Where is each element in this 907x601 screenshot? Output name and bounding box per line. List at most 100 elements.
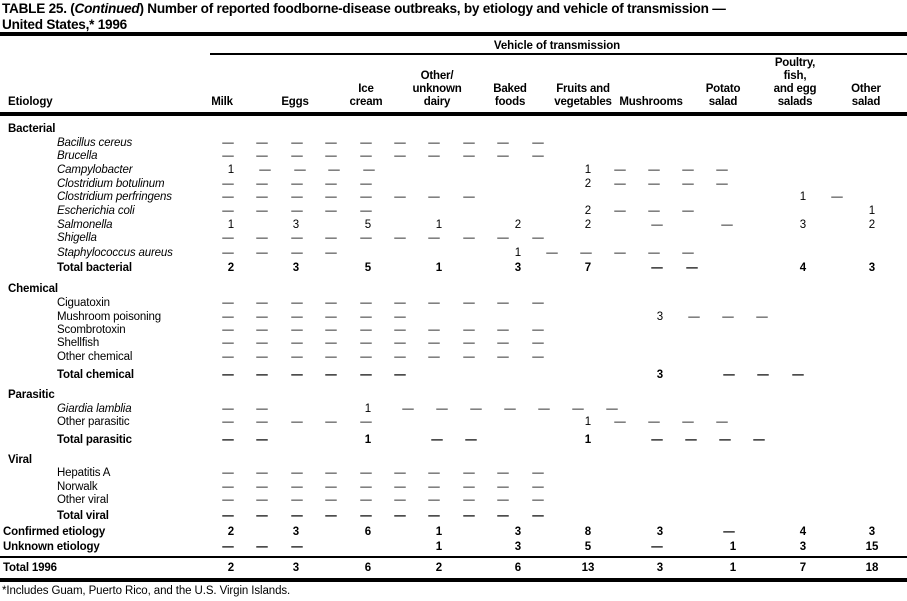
cell: — [325, 150, 337, 162]
table-row: Total chemical — — — — — — 3 — — — [0, 369, 907, 382]
table-row: Total parasitic — — 1 — — 1 — — — — [0, 434, 907, 447]
cell: — [222, 541, 234, 553]
cell: — [360, 311, 372, 323]
cell: — [497, 232, 509, 244]
cell: — [428, 481, 440, 493]
row-label: Total 1996 [3, 562, 57, 574]
column-header: Potato salad [705, 83, 741, 108]
cell: — [402, 403, 414, 415]
cell: — [256, 510, 268, 522]
cell: — [363, 164, 375, 176]
cell: — [291, 324, 303, 336]
table-row: Shigella — — — — — — — — — — [0, 232, 907, 245]
table-row: Clostridium perfringens — — — — — — — — 1 — [0, 191, 907, 204]
cell: 6 [514, 562, 522, 574]
cell: 1 [435, 262, 443, 274]
cell: — [222, 205, 234, 217]
cell: — [497, 137, 509, 149]
cell: — [291, 351, 303, 363]
cell: 1 [584, 164, 592, 176]
cell: — [682, 178, 694, 190]
cell: — [504, 403, 516, 415]
cell: — [291, 232, 303, 244]
column-header: Poultry, fish, and egg salads [773, 57, 817, 108]
cell: — [222, 137, 234, 149]
cell: — [360, 232, 372, 244]
cell: — [222, 178, 234, 190]
cell: — [360, 205, 372, 217]
cell: — [360, 351, 372, 363]
row-label: Escherichia coli [57, 205, 135, 217]
table-row: Bacterial [0, 123, 907, 136]
cell: — [497, 297, 509, 309]
table-row: Other parasitic — — — — — 1 — — — — [0, 416, 907, 429]
cell: 3 [799, 541, 807, 553]
cell: — [428, 351, 440, 363]
cell: 3 [514, 262, 522, 274]
cell: — [648, 178, 660, 190]
cell: — [532, 337, 544, 349]
table-row: Ciguatoxin — — — — — — — — — — [0, 297, 907, 310]
cell: — [532, 494, 544, 506]
cell: — [648, 416, 660, 428]
cell: — [222, 467, 234, 479]
cell: — [723, 526, 735, 538]
cell: — [757, 369, 769, 381]
row-label: Salmonella [57, 219, 113, 231]
cell: — [719, 434, 731, 446]
cell: — [328, 164, 340, 176]
cell: — [831, 191, 843, 203]
cell: 13 [581, 562, 595, 574]
cell: — [463, 481, 475, 493]
cell: 7 [799, 562, 807, 574]
cell: — [394, 481, 406, 493]
cell: — [256, 416, 268, 428]
table-row: Giardia lamblia — — 1 — — — — — — — [0, 403, 907, 416]
cell: — [394, 494, 406, 506]
table-row: Parasitic [0, 389, 907, 402]
cell: — [291, 337, 303, 349]
cell: — [325, 337, 337, 349]
cell: 2 [514, 219, 522, 231]
cell: — [497, 494, 509, 506]
cell: — [463, 494, 475, 506]
cell: — [291, 191, 303, 203]
cell: — [291, 297, 303, 309]
row-label: Other viral [57, 494, 109, 506]
cell: — [428, 150, 440, 162]
cell: — [682, 247, 694, 259]
vehicle-of-transmission-header: Vehicle of transmission [493, 40, 621, 52]
cell: — [325, 178, 337, 190]
cell: — [256, 205, 268, 217]
cell: — [394, 324, 406, 336]
cell: — [325, 232, 337, 244]
cell: 2 [584, 219, 592, 231]
footnote: *Includes Guam, Puerto Rico, and the U.S… [2, 585, 291, 597]
cell: — [222, 150, 234, 162]
cell: — [256, 337, 268, 349]
cell: — [222, 510, 234, 522]
top-rule [0, 32, 907, 36]
cell: — [532, 467, 544, 479]
column-header: Baked foods [493, 83, 527, 108]
cell: 3 [514, 526, 522, 538]
table-row: Other chemical — — — — — — — — — — [0, 351, 907, 364]
cell: 3 [656, 311, 664, 323]
cell: — [428, 191, 440, 203]
cell: — [360, 137, 372, 149]
cell: 3 [514, 541, 522, 553]
cell: — [756, 311, 768, 323]
cell: — [256, 481, 268, 493]
row-label: Other chemical [57, 351, 133, 363]
cell: 3 [656, 562, 664, 574]
cell: — [394, 369, 406, 381]
cell: — [463, 324, 475, 336]
row-label: Clostridium botulinum [57, 178, 165, 190]
cell: — [532, 510, 544, 522]
cell: — [360, 481, 372, 493]
row-label: Scombrotoxin [57, 324, 126, 336]
cell: — [651, 219, 663, 231]
row-label: Total parasitic [57, 434, 132, 446]
cell: 1 [435, 526, 443, 538]
